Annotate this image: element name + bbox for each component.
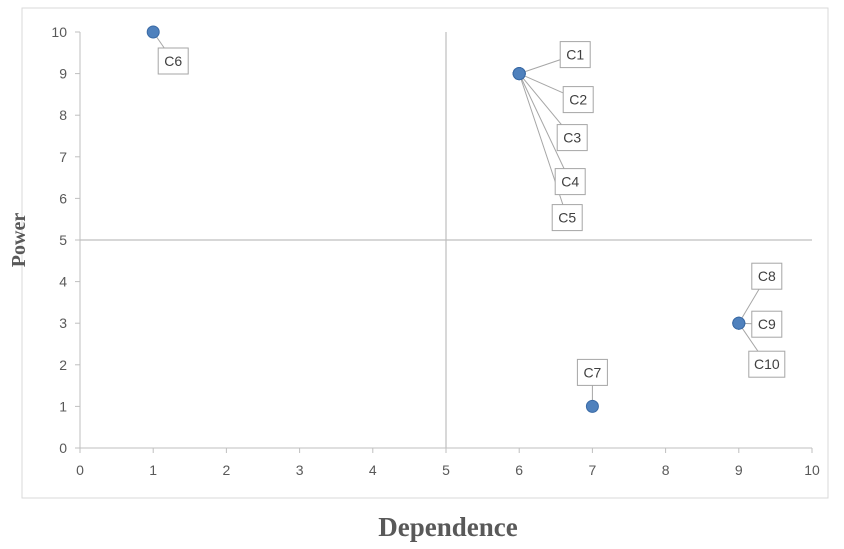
x-tick-label: 3 [296,462,304,478]
data-point-c10 [732,316,746,330]
axis-layer: 0 1 2 3 4 5 6 7 8 9 10 0 1 2 3 4 5 6 7 8 9 10 [51,24,820,478]
x-axis-title: Dependence [378,512,517,542]
data-label-c8: C8 [758,268,776,284]
data-label-c4: C4 [561,174,579,190]
y-tick-label: 6 [59,190,67,206]
x-tick-label: 9 [735,462,743,478]
y-tick-label: 2 [59,357,67,373]
chart-frame [21,7,829,499]
x-tick-label: 5 [442,462,450,478]
callout-box [559,41,591,69]
callout-box [556,124,588,152]
y-tick-label: 5 [59,232,67,248]
callout-box [562,86,594,114]
x-tick-label: 6 [515,462,523,478]
x-tick-label: 4 [369,462,377,478]
y-tick-label: 1 [59,398,67,414]
data-label-c10: C10 [754,356,780,372]
data-label-c3: C3 [563,130,581,146]
data-point-c6 [146,25,160,39]
data-label-c1: C1 [566,47,584,63]
data-label-c9: C9 [758,316,776,332]
y-tick-label: 9 [59,66,67,82]
x-tick-label: 8 [662,462,670,478]
y-tick-label: 4 [59,274,67,290]
x-tick-label: 10 [804,462,820,478]
data-point-c5 [512,67,526,81]
data-label-c6: C6 [164,53,182,69]
callout-box [551,204,583,232]
data-label-c2: C2 [569,92,587,108]
y-tick-label: 3 [59,315,67,331]
data-label-c7: C7 [583,364,601,380]
x-tick-label: 7 [589,462,597,478]
y-tick-label: 7 [59,149,67,165]
callout-box [751,262,783,290]
callout-leader-line [518,73,571,182]
y-tick-label: 8 [59,107,67,123]
x-tick-label: 1 [149,462,157,478]
callout-box [748,350,786,378]
data-label-c5: C5 [558,210,576,226]
callout-box [554,168,586,196]
y-axis-title: Power [8,213,30,268]
x-tick-label: 0 [76,462,84,478]
point-layer [146,25,746,413]
label-layer: C1 C2 C3 C4 C5 C6 C7 C8 C9 C10 [157,41,786,386]
callout-box [751,310,783,338]
x-tick-label: 2 [223,462,231,478]
y-tick-label: 10 [51,24,67,40]
y-tick-label: 0 [59,440,67,456]
callout-box [157,47,189,75]
data-point-c7 [585,399,599,413]
grid-layer [80,32,812,448]
callout-box [576,358,608,386]
